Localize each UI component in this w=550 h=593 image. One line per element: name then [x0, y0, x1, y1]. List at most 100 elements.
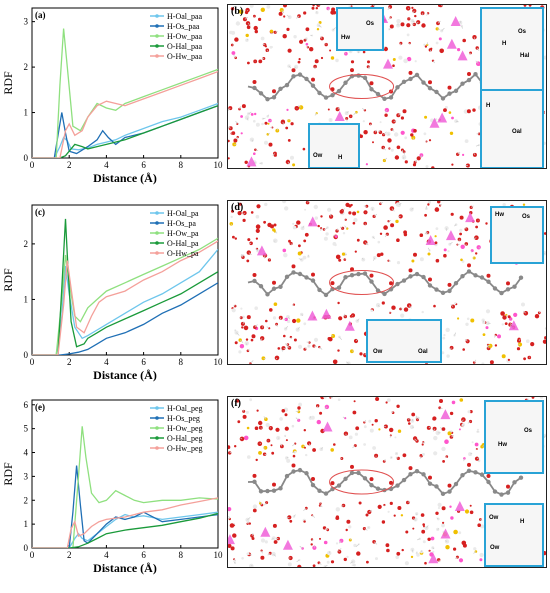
- y-tick-label: 1: [24, 519, 29, 529]
- series-line-O-Hw_pa: [32, 241, 218, 355]
- legend-marker: [155, 54, 159, 58]
- x-axis-label: Distance (Å): [93, 561, 157, 575]
- legend-label: O-Hal_peg: [167, 434, 203, 443]
- legend-marker: [155, 446, 159, 450]
- panel-letter-b: (b): [231, 6, 243, 17]
- y-tick-label: 3: [24, 17, 29, 27]
- x-tick-label: 6: [141, 550, 146, 560]
- x-tick-label: 2: [67, 550, 72, 560]
- inset-label: Os: [518, 29, 526, 35]
- y-tick-label: 4: [24, 448, 29, 458]
- y-tick-label: 2: [24, 62, 29, 72]
- legend-marker: [155, 416, 159, 420]
- inset-bottom-right: Ow H Ow: [484, 503, 544, 567]
- panel-letter: (e): [35, 402, 45, 412]
- inset-label: Hal: [520, 53, 529, 59]
- legend-marker: [155, 34, 159, 38]
- x-tick-label: 8: [179, 357, 184, 367]
- snapshot-d: (d) Hw Os Ow Oal: [227, 200, 547, 365]
- x-tick-label: 0: [30, 357, 35, 367]
- legend-marker: [155, 14, 159, 18]
- snapshot-b: (b) Hw Os Os H Hal Ow H H Oal: [227, 4, 547, 169]
- inset-label: H: [338, 155, 342, 161]
- y-tick-label: 1: [24, 108, 29, 118]
- panel-letter: (a): [35, 10, 46, 20]
- inset-top-right: Os Hw: [484, 400, 544, 474]
- inset-label: Os: [524, 428, 532, 434]
- x-tick-label: 4: [104, 357, 109, 367]
- x-tick-label: 10: [214, 550, 224, 560]
- y-axis-label: RDF: [1, 71, 15, 95]
- x-tick-label: 6: [141, 160, 146, 170]
- inset-label: Ow: [373, 349, 382, 355]
- y-tick-label: 2: [24, 239, 29, 249]
- legend-marker: [155, 24, 159, 28]
- y-axis-label: RDF: [1, 268, 15, 292]
- inset-label: Os: [366, 21, 374, 27]
- x-tick-label: 2: [67, 357, 72, 367]
- legend-marker: [155, 436, 159, 440]
- legend-label: H-Os_pa: [167, 219, 196, 228]
- y-tick-label: 1: [24, 294, 29, 304]
- legend-marker: [155, 211, 159, 215]
- snapshot-f: (f) Os Hw Ow H Ow: [227, 396, 547, 568]
- series-line-H-Oal_paa: [32, 104, 218, 159]
- inset-top-left: Hw Os: [336, 7, 384, 51]
- y-tick-label: 0: [24, 543, 29, 553]
- legend-label: H-Os_paa: [167, 22, 200, 31]
- legend-marker: [155, 251, 159, 255]
- series-line-H-Os_peg: [32, 466, 218, 548]
- x-axis-label: Distance (Å): [93, 171, 157, 185]
- legend-label: O-Hal_pa: [167, 239, 199, 248]
- legend-label: O-Hw_peg: [167, 444, 203, 453]
- inset-label: Os: [522, 214, 530, 220]
- x-axis-label: Distance (Å): [93, 368, 157, 382]
- inset-label: Ow: [489, 515, 498, 521]
- legend-label: H-Oal_peg: [167, 404, 203, 413]
- legend-marker: [155, 406, 159, 410]
- legend-label: H-Os_peg: [167, 414, 200, 423]
- y-tick-label: 5: [24, 424, 29, 434]
- legend-label: H-Ow_paa: [167, 32, 203, 41]
- inset-label: H: [520, 519, 524, 525]
- y-axis-label: RDF: [1, 462, 15, 486]
- panel-letter: (c): [35, 207, 45, 217]
- inset-label: Hw: [498, 442, 507, 448]
- x-tick-label: 8: [179, 550, 184, 560]
- inset-label: Ow: [313, 153, 322, 159]
- legend-label: O-Hw_paa: [167, 52, 203, 61]
- x-tick-label: 10: [214, 357, 224, 367]
- x-tick-label: 8: [179, 160, 184, 170]
- y-tick-label: 0: [24, 350, 29, 360]
- legend-label: H-Oal_pa: [167, 209, 199, 218]
- legend-label: H-Ow_peg: [167, 424, 203, 433]
- x-tick-label: 10: [214, 160, 224, 170]
- legend-marker: [155, 44, 159, 48]
- x-tick-label: 2: [67, 160, 72, 170]
- inset-label: Hw: [495, 212, 504, 218]
- x-tick-label: 4: [104, 160, 109, 170]
- legend-label: H-Ow_pa: [167, 229, 199, 238]
- legend-marker: [155, 241, 159, 245]
- y-tick-label: 0: [24, 153, 29, 163]
- y-tick-label: 2: [24, 495, 29, 505]
- legend-marker: [155, 221, 159, 225]
- y-tick-label: 3: [24, 471, 29, 481]
- inset-top-right: Os H Hal: [480, 7, 544, 91]
- y-tick-label: 6: [24, 400, 29, 410]
- inset-bottom-right: H Oal: [480, 89, 544, 169]
- legend-marker: [155, 231, 159, 235]
- legend-label: H-Oal_paa: [167, 12, 203, 21]
- inset-bottom-center: Ow Oal: [366, 319, 442, 363]
- legend-label: O-Hw_pa: [167, 249, 199, 258]
- inset-label: H: [486, 103, 490, 109]
- inset-top-right: Hw Os: [490, 206, 544, 264]
- series-line-O-Hw_peg: [32, 498, 218, 548]
- inset-label: Oal: [512, 129, 522, 135]
- x-tick-label: 6: [141, 357, 146, 367]
- panel-letter-d: (d): [231, 202, 243, 213]
- inset-bottom-left: Ow H: [308, 123, 360, 169]
